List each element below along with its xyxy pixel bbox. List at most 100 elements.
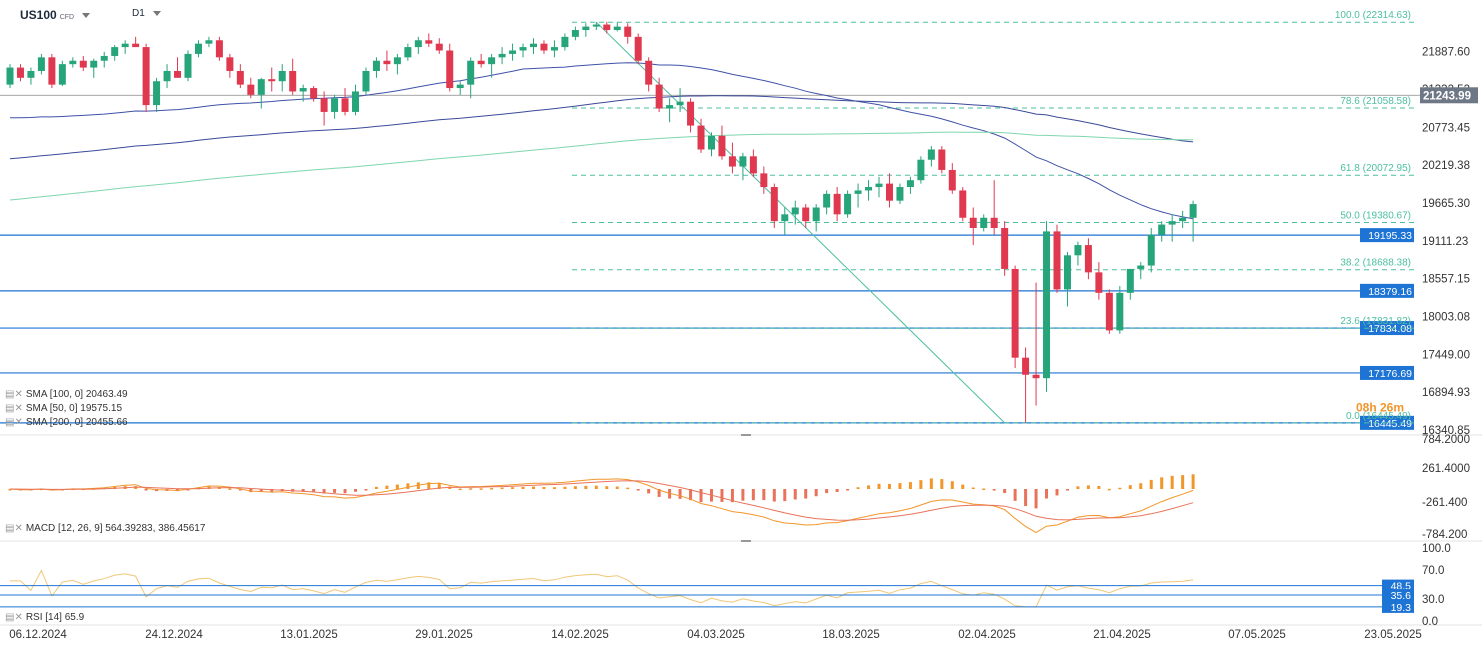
candle-body [121, 43, 129, 48]
macd-histogram-bar [720, 489, 724, 502]
timeframe-selector[interactable]: D1 [132, 8, 161, 19]
candle-body [1043, 231, 1051, 379]
macd-histogram-bar [144, 489, 148, 491]
candle-body [603, 24, 611, 31]
macd-histogram-bar [877, 483, 881, 489]
macd-histogram-bar [490, 487, 494, 490]
candle-body [875, 183, 883, 188]
candle-body [582, 26, 590, 31]
symbol-suffix: CFD [59, 14, 75, 21]
candle-body [27, 70, 35, 78]
macd-histogram-bar [1149, 479, 1153, 489]
indicator-rsi[interactable]: ▤✕ RSI [14] 65.9 [5, 612, 84, 623]
candle-body [446, 50, 454, 89]
candle-body [488, 57, 496, 65]
countdown-timer: 08h 26m [1356, 401, 1404, 415]
indicator-sma50[interactable]: ▤✕ SMA [50, 0] 19575.15 [5, 403, 122, 414]
candle-body [194, 43, 202, 54]
candle-body [687, 101, 695, 126]
macd-histogram-bar [437, 483, 441, 489]
candle-body [425, 40, 433, 44]
candle-body [571, 30, 579, 37]
candle-body [917, 159, 925, 181]
sma100-line [9, 95, 1194, 160]
chevron-down-icon[interactable] [82, 13, 91, 19]
level-price-box [1360, 228, 1414, 243]
macd-histogram-bar [563, 486, 567, 489]
macd-histogram-bar [1034, 489, 1038, 509]
candle-body [624, 26, 632, 37]
candle-body [278, 70, 286, 82]
rsi-axis-tick: 30.0 [1422, 594, 1444, 606]
candle-body [885, 183, 893, 201]
settings-icon[interactable]: ▤✕ [5, 403, 23, 414]
macd-histogram-bar [605, 486, 609, 489]
macd-label: MACD [12, 26, 9] 564.39283, 386.45617 [25, 523, 206, 534]
macd-histogram-bar [1170, 475, 1174, 489]
candle-body [655, 84, 663, 109]
price-axis-tick: 17449.00 [1422, 349, 1470, 361]
macd-histogram-bar [301, 489, 305, 492]
fib-trend-line [595, 21, 1006, 424]
candle-body [927, 149, 935, 160]
candle-body [163, 70, 171, 82]
macd-histogram-bar [1107, 488, 1111, 491]
candle-body [666, 105, 674, 109]
sma200-label: SMA [200, 0] 20455.66 [25, 417, 128, 428]
macd-histogram-bar [395, 484, 399, 489]
candle-body [1032, 374, 1040, 379]
rsi-level-box [1382, 589, 1414, 602]
settings-icon[interactable]: ▤✕ [5, 389, 23, 400]
level-price-label: 19195.33 [1368, 230, 1412, 242]
x-axis-date-label: 02.04.2025 [958, 629, 1016, 641]
candle-body [467, 60, 475, 85]
macd-axis-tick: 261.4000 [1422, 463, 1470, 475]
macd-histogram-bar [1024, 489, 1028, 507]
macd-histogram-bar [238, 489, 242, 491]
candle-body [1095, 272, 1103, 293]
candle-body [865, 187, 873, 191]
candle-body [1168, 221, 1176, 225]
candle-body [854, 190, 862, 194]
settings-icon[interactable]: ▤✕ [5, 612, 23, 623]
candle-body [1105, 292, 1113, 331]
candle-body [948, 169, 956, 191]
candle-body [393, 57, 401, 65]
candle-body [1011, 268, 1019, 358]
candle-body [1074, 245, 1082, 256]
macd-histogram-bar [992, 489, 996, 491]
settings-icon[interactable]: ▤✕ [5, 417, 23, 428]
symbol-selector[interactable]: US100 CFD [20, 8, 91, 22]
indicator-sma100[interactable]: ▤✕ SMA [100, 0] 20463.49 [5, 389, 128, 400]
macd-histogram-bar [1003, 489, 1007, 494]
candle-body [980, 217, 988, 228]
candle-body [331, 98, 339, 112]
chevron-down-icon[interactable] [152, 10, 161, 16]
rsi-level-label: 35.6 [1391, 590, 1412, 602]
candle-body [299, 88, 307, 92]
fib-level-label: 61.8 (20072.95) [1340, 163, 1411, 174]
macd-histogram-bar [793, 489, 797, 500]
macd-histogram-bar [259, 489, 263, 493]
macd-histogram-bar [1076, 486, 1080, 489]
macd-histogram-bar [804, 489, 808, 499]
candle-body [414, 40, 422, 48]
macd-histogram-bar [479, 488, 483, 490]
candle-body [435, 43, 443, 51]
panel-resize-handle [741, 434, 751, 436]
candle-body [372, 60, 380, 71]
x-axis-date-label: 04.03.2025 [687, 629, 745, 641]
candle-body [205, 40, 213, 44]
candle-body [111, 47, 119, 56]
macd-histogram-bar [898, 483, 902, 489]
candle-body [215, 40, 223, 58]
candle-body [770, 187, 778, 222]
indicator-sma200[interactable]: ▤✕ SMA [200, 0] 20455.66 [5, 417, 128, 428]
settings-icon[interactable]: ▤✕ [5, 523, 23, 534]
macd-histogram-bar [762, 489, 766, 501]
candle-body [174, 70, 182, 78]
candle-body [739, 156, 747, 167]
indicator-macd[interactable]: ▤✕ MACD [12, 26, 9] 564.39283, 386.45617 [5, 523, 205, 534]
level-price-box [1360, 365, 1414, 380]
